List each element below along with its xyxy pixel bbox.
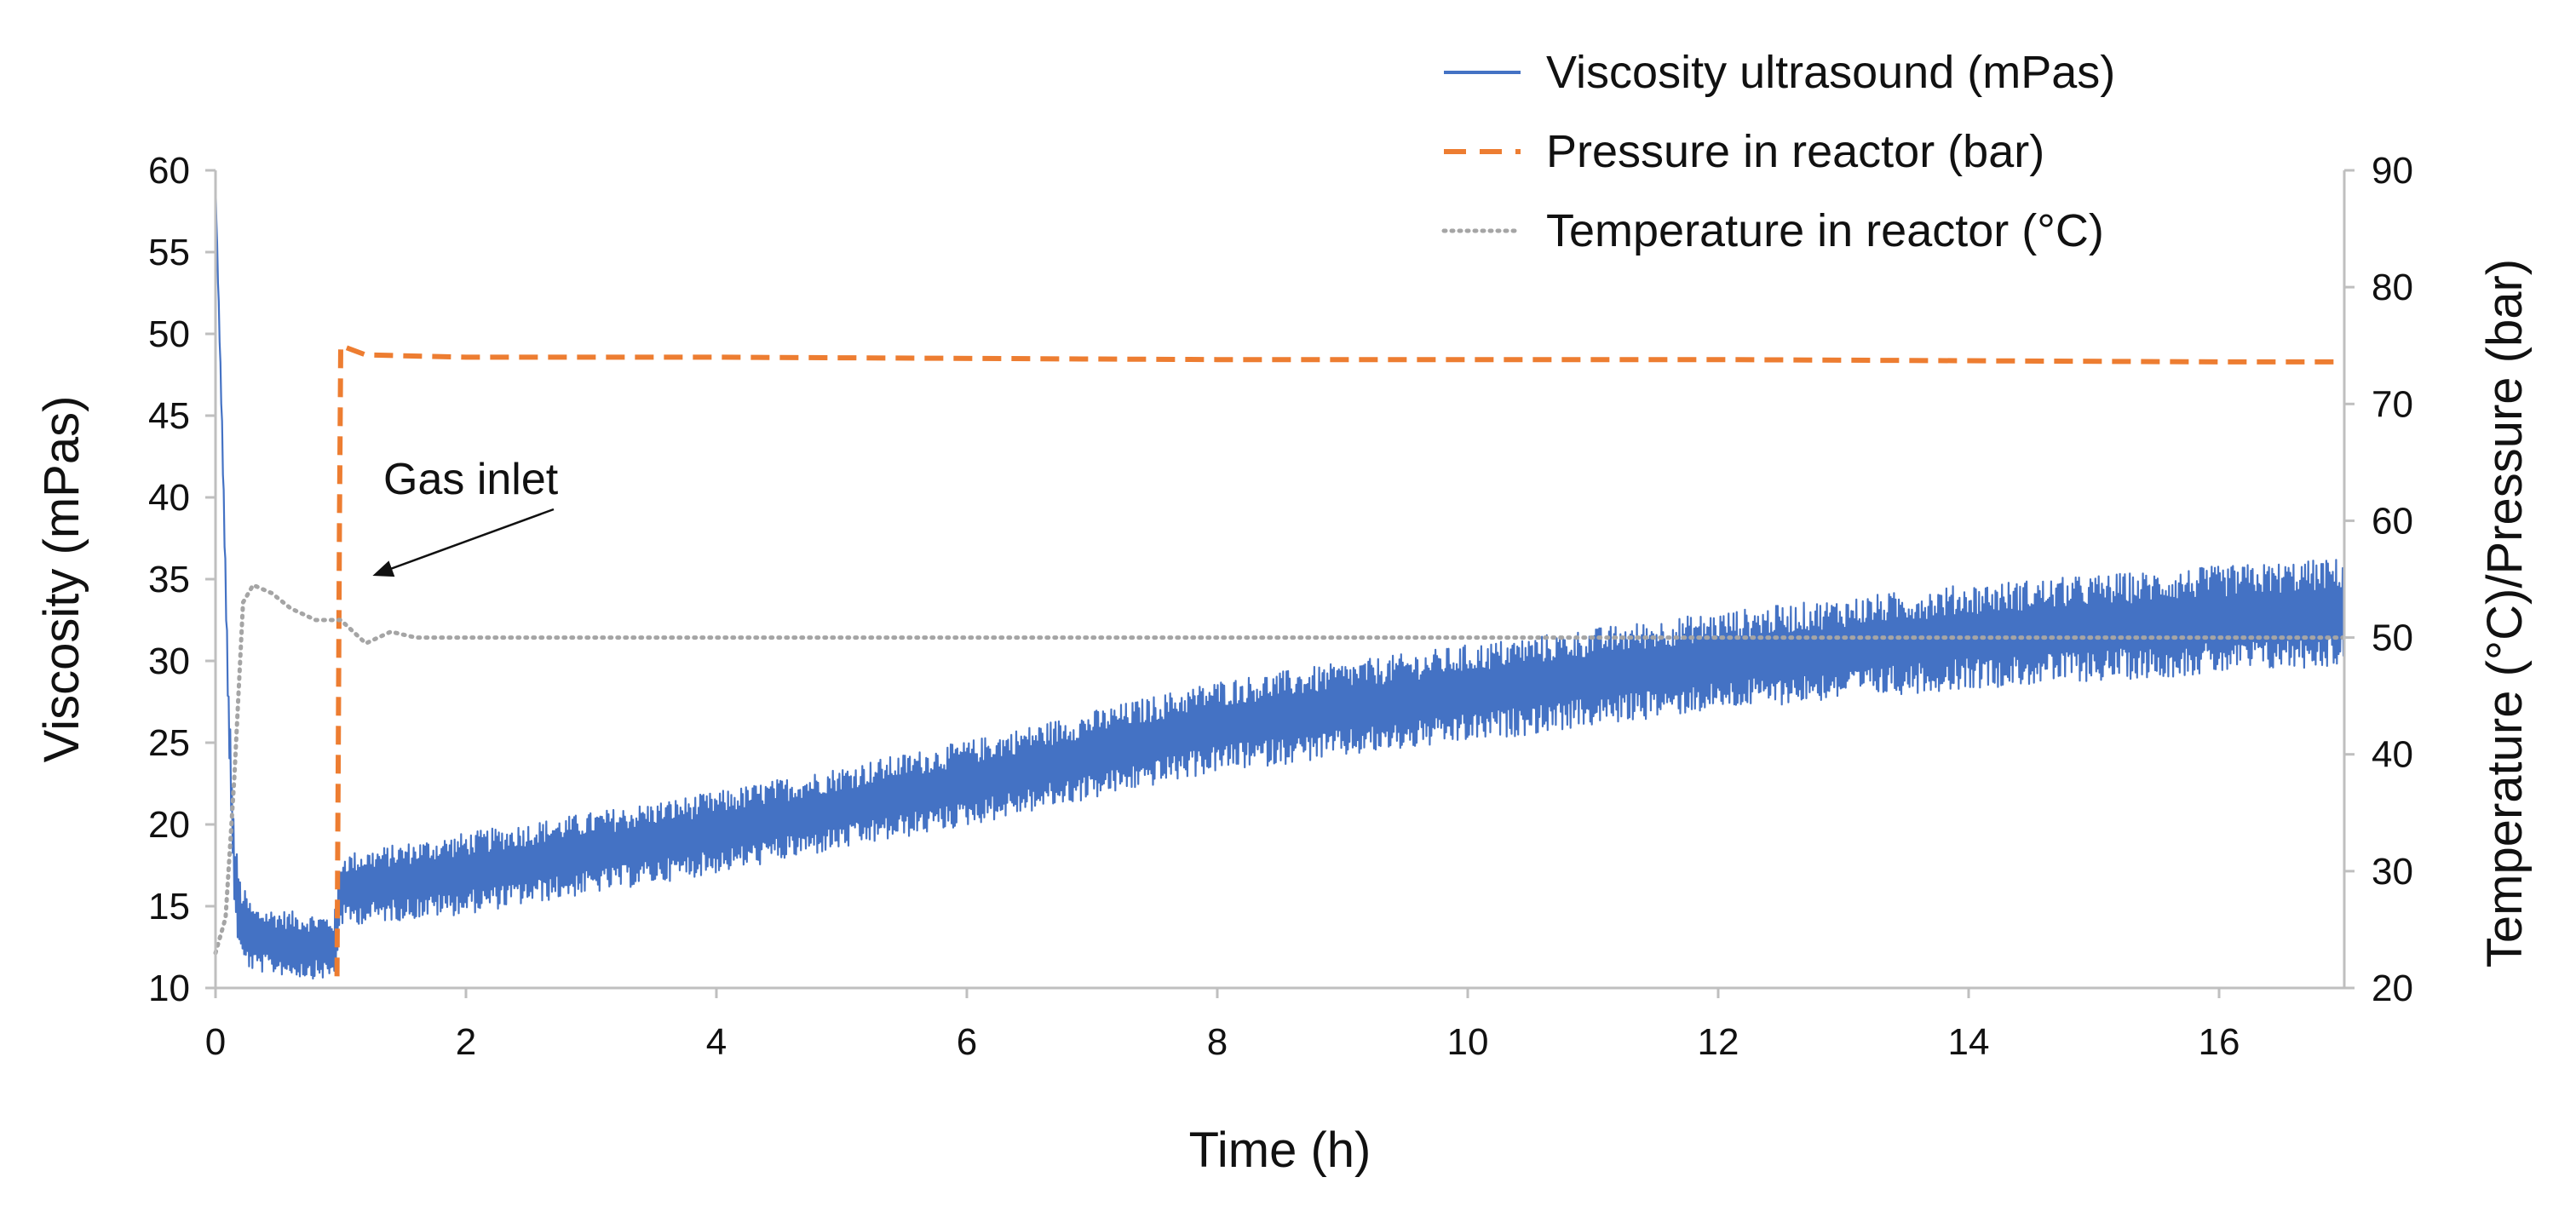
x-tick-label: 16 (2199, 1021, 2240, 1063)
y-tick-label-right: 20 (2372, 968, 2413, 1009)
x-tick-label: 2 (456, 1021, 476, 1063)
x-tick-label: 8 (1207, 1021, 1228, 1063)
y-tick-label-left: 20 (148, 804, 190, 846)
x-axis-title: Time (h) (1189, 1123, 1371, 1178)
y-tick-label-left: 55 (148, 232, 190, 273)
series-line-viscosity (214, 182, 2346, 980)
series-line-pressure (334, 342, 2344, 977)
y-tick-label-right: 50 (2372, 617, 2413, 659)
x-tick-label: 0 (205, 1021, 226, 1063)
annotation-layer: Gas inlet (372, 455, 559, 577)
y-tick-label-left: 15 (148, 886, 190, 927)
y-axis-title-left: Viscosity (mPas) (34, 396, 89, 763)
x-tick-label: 12 (1698, 1021, 1739, 1063)
x-tick-label: 14 (1948, 1021, 1990, 1063)
y-tick-label-left: 35 (148, 559, 190, 600)
y-tick-label-right: 90 (2372, 150, 2413, 192)
legend-label: Viscosity ultrasound (mPas) (1546, 47, 2115, 98)
legend-label: Temperature in reactor (°C) (1546, 205, 2104, 256)
y-tick-label-left: 30 (148, 640, 190, 682)
x-tick-label: 6 (957, 1021, 977, 1063)
annotation-label: Gas inlet (383, 455, 559, 504)
y-tick-label-right: 40 (2372, 734, 2413, 776)
x-tick-label: 4 (706, 1021, 727, 1063)
y-tick-label-left: 25 (148, 722, 190, 764)
x-tick-label: 10 (1447, 1021, 1489, 1063)
legend: Viscosity ultrasound (mPas) Pressure in r… (1441, 47, 2115, 256)
y-axis-title-right: Temperature (°C)/Pressure (bar) (2477, 259, 2533, 968)
y-tick-label-right: 30 (2372, 851, 2413, 893)
y-tick-label-right: 60 (2372, 500, 2413, 542)
y-tick-label-right: 80 (2372, 267, 2413, 308)
y-tick-label-left: 60 (148, 150, 190, 192)
legend-label: Pressure in reactor (bar) (1546, 126, 2044, 177)
y-tick-label-left: 40 (148, 477, 190, 519)
y-tick-label-left: 10 (148, 968, 190, 1009)
y-tick-label-left: 50 (148, 313, 190, 355)
annotation-arrow-head (372, 560, 395, 577)
y-tick-label-left: 45 (148, 395, 190, 437)
series-layer (213, 182, 2347, 980)
axes-layer: 0 2 4 6 8 10 12 14 16 10 15 20 25 30 35 40 45 50 55 60 20 30 4… (34, 150, 2533, 1178)
y-tick-label-right: 70 (2372, 383, 2413, 425)
annotation-arrow-line (380, 508, 555, 574)
series-line-temperature (213, 583, 2347, 956)
